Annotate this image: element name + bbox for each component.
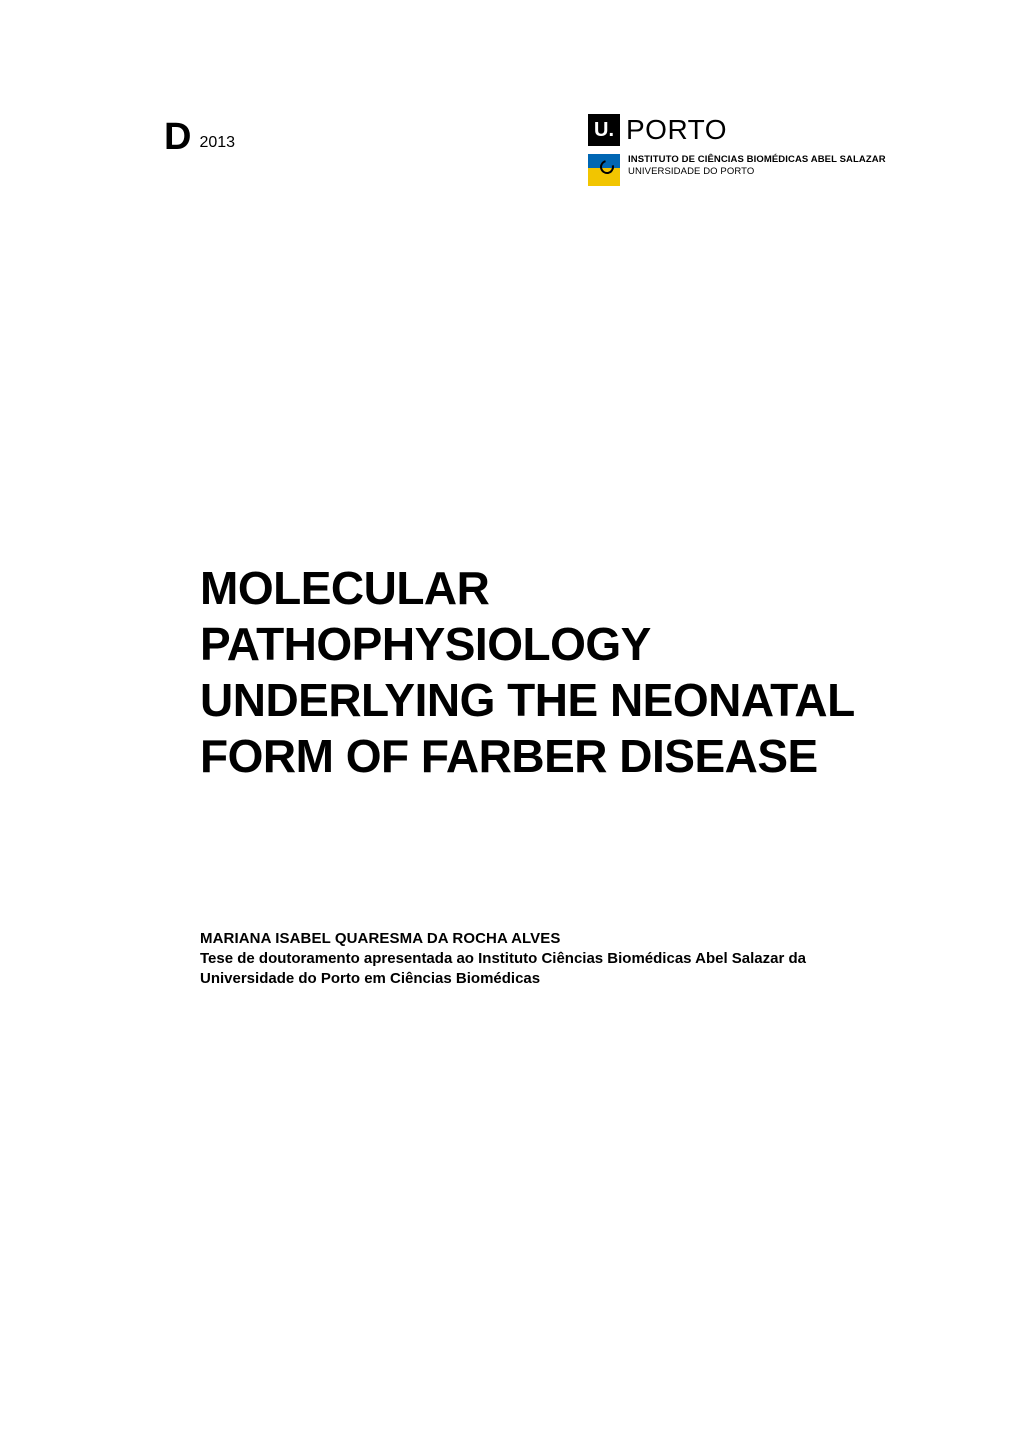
uporto-logo: U. PORTO xyxy=(588,114,886,146)
thesis-cover-page: D 2013 U. PORTO INSTITUTO DE CIÊNCIAS BI… xyxy=(0,0,1020,1443)
institute-text: INSTITUTO DE CIÊNCIAS BIOMÉDICAS ABEL SA… xyxy=(628,154,886,177)
doc-letter: D xyxy=(164,118,191,156)
university-name: UNIVERSIDADE DO PORTO xyxy=(628,166,886,177)
u-box-icon: U. xyxy=(588,114,620,146)
document-type-mark: D 2013 xyxy=(164,118,235,156)
institute-name: INSTITUTO DE CIÊNCIAS BIOMÉDICAS ABEL SA… xyxy=(628,154,886,165)
author-name: MARIANA ISABEL QUARESMA DA ROCHA ALVES xyxy=(200,930,900,947)
institute-row: INSTITUTO DE CIÊNCIAS BIOMÉDICAS ABEL SA… xyxy=(588,154,886,186)
title-block: MOLECULAR PATHOPHYSIOLOGY UNDERLYING THE… xyxy=(200,560,940,784)
institute-icon xyxy=(588,154,620,186)
author-block: MARIANA ISABEL QUARESMA DA ROCHA ALVES T… xyxy=(200,930,900,990)
university-logo-block: U. PORTO INSTITUTO DE CIÊNCIAS BIOMÉDICA… xyxy=(588,114,886,186)
thesis-description: Tese de doutoramento apresentada ao Inst… xyxy=(200,949,900,990)
thesis-title: MOLECULAR PATHOPHYSIOLOGY UNDERLYING THE… xyxy=(200,560,940,784)
doc-year: 2013 xyxy=(199,134,235,152)
u-box-letter: U. xyxy=(594,120,614,140)
porto-wordmark: PORTO xyxy=(626,114,727,146)
